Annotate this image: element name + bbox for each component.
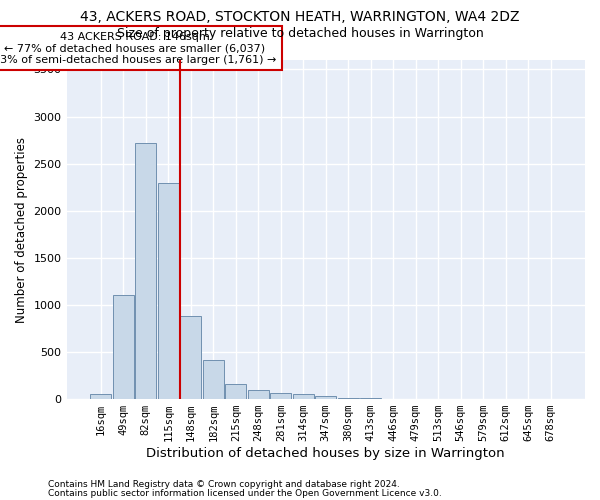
- Bar: [225, 384, 247, 399]
- Bar: [248, 390, 269, 399]
- Text: Contains HM Land Registry data © Crown copyright and database right 2024.: Contains HM Land Registry data © Crown c…: [48, 480, 400, 489]
- Bar: [203, 360, 224, 399]
- Text: Contains public sector information licensed under the Open Government Licence v3: Contains public sector information licen…: [48, 488, 442, 498]
- Y-axis label: Number of detached properties: Number of detached properties: [15, 136, 28, 322]
- X-axis label: Distribution of detached houses by size in Warrington: Distribution of detached houses by size …: [146, 447, 505, 460]
- Bar: [90, 394, 112, 399]
- Bar: [293, 394, 314, 399]
- Text: 43, ACKERS ROAD, STOCKTON HEATH, WARRINGTON, WA4 2DZ: 43, ACKERS ROAD, STOCKTON HEATH, WARRING…: [80, 10, 520, 24]
- Bar: [338, 398, 359, 399]
- Bar: [158, 184, 179, 399]
- Bar: [180, 316, 202, 399]
- Bar: [315, 396, 337, 399]
- Bar: [135, 143, 157, 399]
- Bar: [360, 398, 382, 399]
- Text: Size of property relative to detached houses in Warrington: Size of property relative to detached ho…: [116, 28, 484, 40]
- Text: 43 ACKERS ROAD: 146sqm
← 77% of detached houses are smaller (6,037)
23% of semi-: 43 ACKERS ROAD: 146sqm ← 77% of detached…: [0, 32, 276, 64]
- Bar: [113, 296, 134, 399]
- Bar: [270, 393, 292, 399]
